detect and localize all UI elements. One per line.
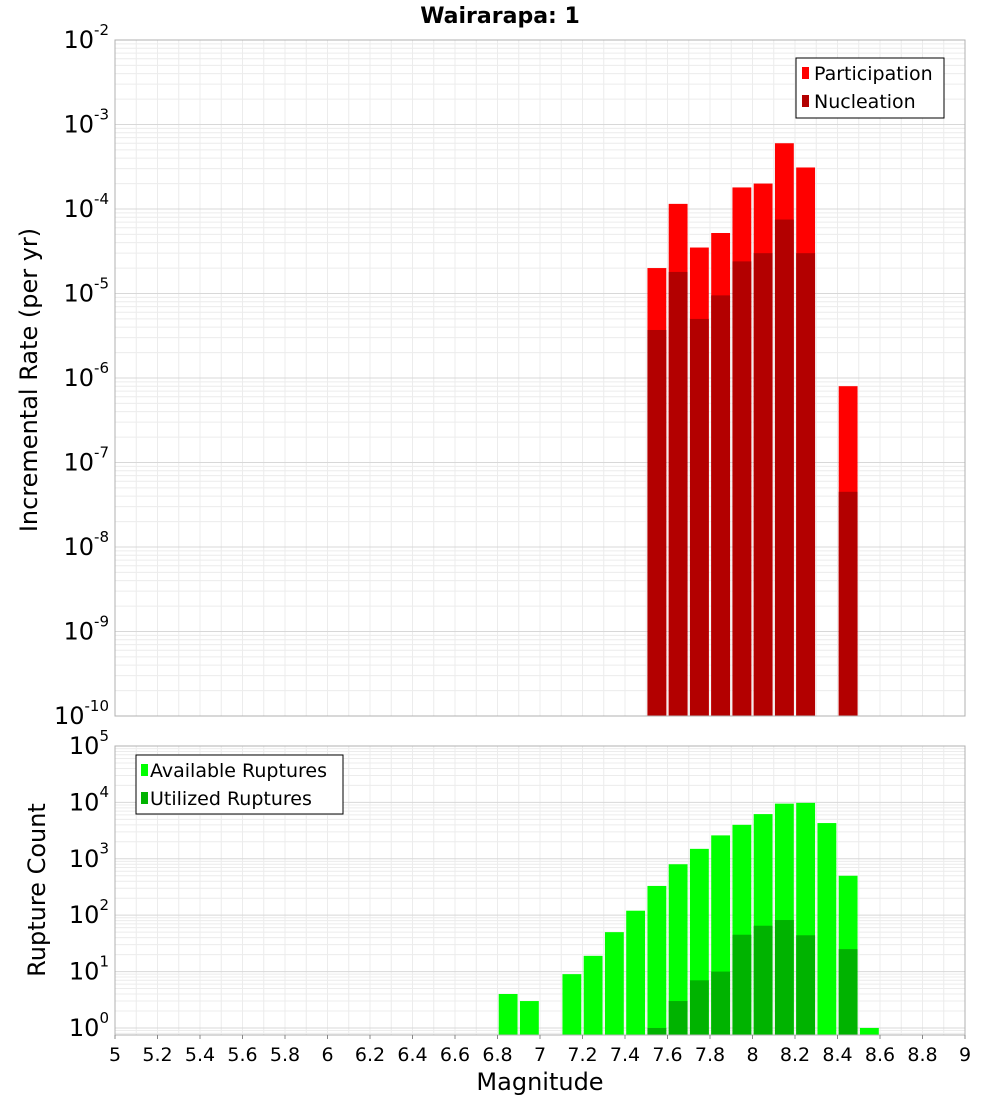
bar-available-ruptures	[668, 864, 688, 1035]
top-y-axis-label: Incremental Rate (per yr)	[15, 228, 43, 532]
bar-available-ruptures	[519, 1001, 539, 1035]
x-tick-label: 7.6	[652, 1044, 682, 1066]
y-tick-label: 10-9	[63, 612, 109, 645]
bar-available-ruptures	[626, 910, 646, 1035]
x-axis-label: Magnitude	[476, 1068, 603, 1096]
legend-swatch-participation	[802, 67, 809, 79]
bar-nucleation	[753, 253, 773, 716]
x-tick-label: 5	[109, 1044, 121, 1066]
bar-nucleation	[689, 318, 709, 716]
legend-label-utilized-ruptures: Utilized Ruptures	[150, 788, 312, 810]
x-tick-label: 8.8	[907, 1044, 937, 1066]
x-tick-label: 5.2	[142, 1044, 172, 1066]
x-tick-label: 9	[959, 1044, 971, 1066]
x-tick-label: 8	[746, 1044, 758, 1066]
x-ticks: 5 5.2 5.4 5.6 5.8 6 6.2 6.4 6.6 6.8 7 7.2 7.4 7.6 7.8 8…	[109, 1035, 971, 1066]
y-tick-label: 100	[69, 1009, 109, 1042]
y-tick-label: 103	[69, 840, 109, 873]
y-tick-label: 104	[69, 783, 109, 816]
y-tick-label: 102	[69, 896, 109, 929]
bar-nucleation	[838, 491, 858, 716]
legend-label-nucleation: Nucleation	[814, 91, 916, 113]
bar-available-ruptures	[859, 1027, 879, 1035]
y-tick-label: 10-4	[63, 190, 109, 223]
y-tick-label: 10-6	[63, 359, 109, 392]
x-tick-label: 7.4	[610, 1044, 640, 1066]
top-plot-frame	[114, 39, 966, 717]
x-tick-label: 6	[321, 1044, 333, 1066]
bottom-y-ticks: 100 101 102 103 104 105	[69, 727, 109, 1042]
bar-utilized-ruptures	[796, 935, 816, 1035]
y-tick-label: 10-3	[63, 105, 109, 138]
x-tick-label: 5.8	[270, 1044, 300, 1066]
legend-label-available-ruptures: Available Ruptures	[150, 760, 327, 782]
bar-utilized-ruptures	[689, 980, 709, 1035]
top-y-ticks: 10-10 10-9 10-8 10-7 10-6 10-5 10-4 10-3 10-2	[54, 21, 109, 730]
legend-swatch-utilized-ruptures	[141, 792, 148, 804]
top-legend: Participation Nucleation	[795, 57, 945, 119]
bottom-y-axis-label: Rupture Count	[23, 803, 51, 977]
legend-swatch-nucleation	[802, 95, 809, 107]
bottom-legend-box	[135, 754, 344, 815]
bar-nucleation	[796, 253, 816, 716]
x-tick-label: 5.4	[185, 1044, 215, 1066]
top-plot-bars	[647, 143, 858, 717]
bar-available-ruptures	[647, 885, 667, 1035]
bar-nucleation	[711, 295, 731, 716]
legend-swatch-available-ruptures	[141, 764, 148, 776]
bar-utilized-ruptures	[838, 949, 858, 1035]
y-tick-label: 101	[69, 952, 109, 985]
bottom-legend: Available Ruptures Utilized Ruptures	[135, 754, 344, 815]
y-tick-label: 105	[69, 727, 109, 760]
x-tick-label: 6.6	[440, 1044, 470, 1066]
bar-nucleation	[668, 271, 688, 716]
bar-nucleation	[647, 329, 667, 716]
bar-nucleation	[774, 219, 794, 717]
legend-label-participation: Participation	[814, 63, 933, 85]
x-tick-label: 8.4	[822, 1044, 852, 1066]
x-tick-label: 6.2	[355, 1044, 385, 1066]
y-tick-label: 10-10	[54, 697, 109, 730]
y-tick-label: 10-5	[63, 274, 109, 307]
bar-nucleation	[732, 261, 752, 716]
y-tick-label: 10-8	[63, 528, 109, 561]
bar-available-ruptures	[562, 974, 582, 1035]
bar-available-ruptures	[583, 955, 603, 1035]
x-tick-label: 7.8	[695, 1044, 725, 1066]
bar-utilized-ruptures	[774, 920, 794, 1035]
x-tick-label: 8.2	[780, 1044, 810, 1066]
y-tick-label: 10-7	[63, 443, 109, 476]
bar-utilized-ruptures	[668, 1001, 688, 1035]
bar-available-ruptures	[817, 823, 837, 1035]
bar-utilized-ruptures	[753, 925, 773, 1035]
top-plot-grid	[114, 39, 966, 717]
chart-title: Wairarapa: 1	[420, 4, 580, 29]
x-tick-label: 6.8	[482, 1044, 512, 1066]
bar-utilized-ruptures	[647, 1027, 667, 1035]
bottom-plot-bars	[498, 802, 879, 1035]
x-tick-label: 7	[534, 1044, 546, 1066]
y-tick-label: 10-2	[63, 21, 109, 54]
bar-available-ruptures	[604, 932, 624, 1035]
x-tick-label: 5.6	[227, 1044, 257, 1066]
x-tick-label: 6.4	[397, 1044, 427, 1066]
bar-utilized-ruptures	[732, 934, 752, 1035]
bar-available-ruptures	[498, 994, 518, 1035]
x-tick-label: 7.2	[567, 1044, 597, 1066]
x-tick-label: 8.6	[865, 1044, 895, 1066]
bar-utilized-ruptures	[711, 971, 731, 1035]
top-legend-box	[795, 57, 945, 119]
